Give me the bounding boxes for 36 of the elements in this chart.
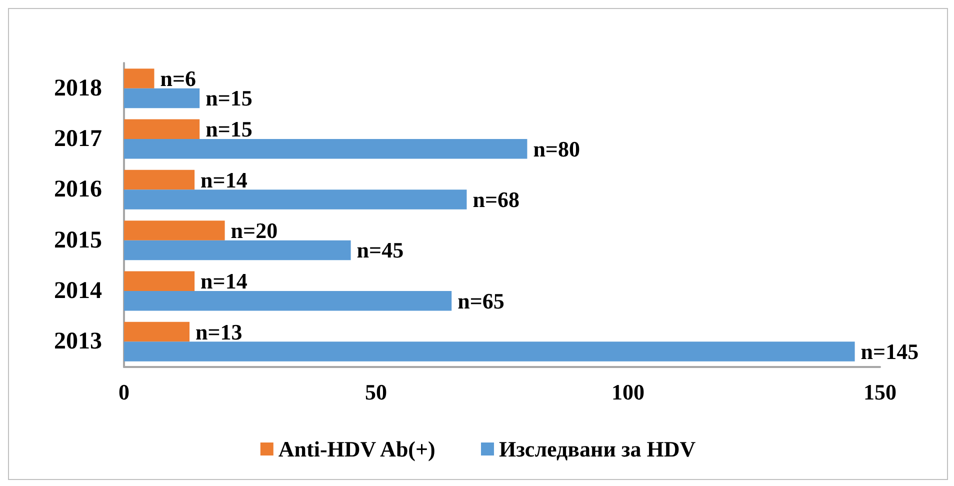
x-tick-label: 150 [864,380,896,404]
bar [124,68,154,88]
x-tick-label: 100 [612,380,644,404]
data-label: n=14 [200,268,248,294]
y-tick-label: 2018 [54,75,102,102]
bar [124,88,200,108]
data-label: n=68 [472,187,520,212]
data-label: n=6 [160,66,196,91]
bar [124,220,225,240]
y-tick-label: 2013 [54,328,102,355]
bar [124,291,452,311]
data-label: n=13 [196,319,242,344]
data-label: n=15 [206,116,252,142]
y-tick-label: 2016 [54,176,102,203]
y-tick-label: 2014 [54,278,102,304]
data-label: n=15 [206,86,252,111]
x-tick-label: 50 [365,380,387,404]
bar [124,240,351,260]
bar [124,139,528,159]
y-tick-label: 2017 [54,126,102,152]
data-label: n=65 [458,288,504,314]
data-label: n=145 [860,339,919,364]
data-label: n=45 [356,238,404,263]
data-label: n=14 [200,167,248,192]
legend-label: Изследвани за HDV [498,436,696,462]
bar [124,119,200,139]
data-label: n=20 [230,218,278,243]
data-label: n=80 [533,136,580,162]
legend-label: Anti-HDV Ab(+) [278,436,436,462]
x-tick-label: 0 [118,380,130,404]
bar [124,342,855,362]
bar [124,271,195,291]
bar [124,190,467,210]
bar [124,170,195,190]
bar [124,322,190,342]
y-tick-label: 2015 [54,227,102,254]
